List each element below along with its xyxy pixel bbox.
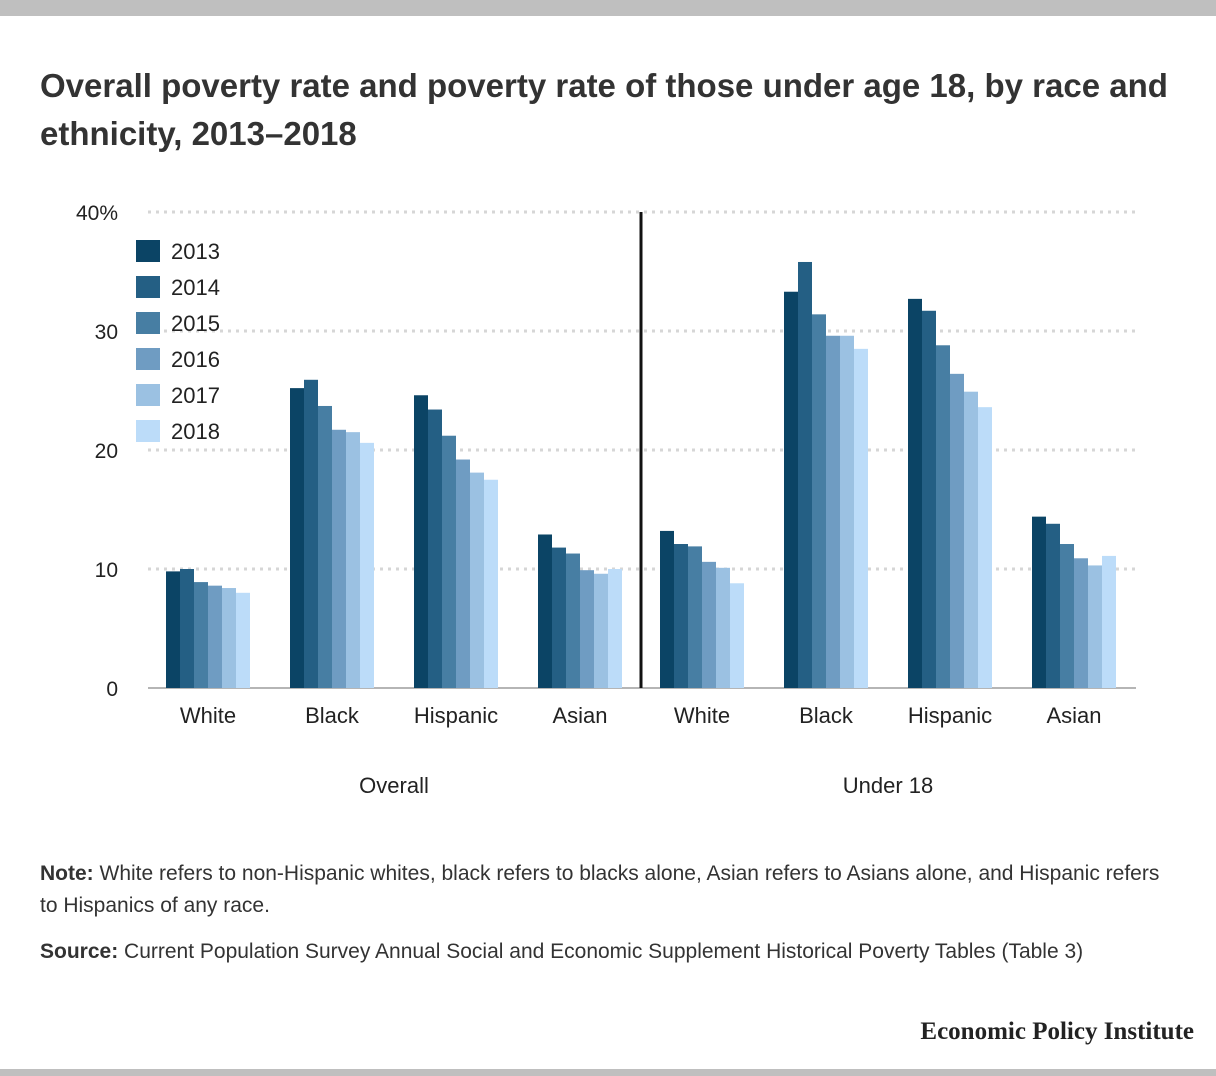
bar-overall-hispanic-2018: [484, 479, 498, 688]
bar-under-18-hispanic-2018: [978, 407, 992, 688]
legend-label-2018: 2018: [171, 419, 220, 444]
bar-under-18-black-2015: [812, 314, 826, 688]
bar-overall-hispanic-2016: [456, 459, 470, 688]
bar-overall-black-2017: [346, 432, 360, 688]
y-tick-label: 40%: [76, 202, 118, 225]
legend-label-2016: 2016: [171, 347, 220, 372]
bar-under-18-asian-2016: [1074, 558, 1088, 688]
source-text: Current Population Survey Annual Social …: [124, 940, 1084, 963]
legend-swatch-2018: [136, 420, 160, 442]
bar-under-18-black-2013: [784, 291, 798, 688]
legend-swatch-2016: [136, 348, 160, 370]
bar-under-18-black-2017: [840, 335, 854, 688]
bar-under-18-hispanic-2014: [922, 310, 936, 688]
bar-under-18-hispanic-2017: [964, 391, 978, 688]
legend-label-2014: 2014: [171, 275, 220, 300]
bar-overall-white-2016: [208, 585, 222, 688]
bar-under-18-white-2016: [702, 561, 716, 688]
x-category-label: Black: [799, 703, 854, 728]
bar-overall-asian-2015: [566, 553, 580, 688]
bar-under-18-white-2014: [674, 544, 688, 688]
bar-overall-asian-2018: [608, 569, 622, 688]
chart-note: Note: White refers to non-Hispanic white…: [40, 858, 1180, 922]
bar-under-18-hispanic-2015: [936, 345, 950, 688]
bar-under-18-black-2014: [798, 261, 812, 688]
y-tick-label: 0: [106, 678, 118, 701]
brand-logo: Economic Policy Institute: [920, 1018, 1194, 1045]
bar-overall-black-2018: [360, 442, 374, 688]
bar-overall-asian-2014: [552, 547, 566, 688]
bottom-border: [0, 1069, 1216, 1076]
y-tick-label: 30: [95, 321, 118, 344]
x-category-label: Asian: [552, 703, 607, 728]
bar-chart: 0 10 20 30 40% White Black Hispanic Asian Overall…: [76, 202, 1136, 798]
bar-under-18-asian-2015: [1060, 544, 1074, 688]
bar-under-18-white-2013: [660, 530, 674, 688]
bar-overall-hispanic-2014: [428, 409, 442, 688]
bar-overall-hispanic-2015: [442, 435, 456, 688]
legend-swatch-2014: [136, 276, 160, 298]
bar-under-18-asian-2013: [1032, 516, 1046, 688]
legend-swatch-2013: [136, 240, 160, 262]
bar-under-18-asian-2017: [1088, 565, 1102, 688]
bar-overall-white-2013: [166, 571, 180, 688]
bar-overall-black-2013: [290, 388, 304, 688]
bar-under-18-white-2015: [688, 546, 702, 688]
bar-overall-asian-2013: [538, 534, 552, 688]
bar-under-18-black-2016: [826, 335, 840, 688]
bar-under-18-asian-2018: [1102, 555, 1116, 688]
note-text: White refers to non-Hispanic whites, bla…: [40, 862, 1160, 917]
bar-overall-black-2014: [304, 379, 318, 688]
note-label: Note:: [40, 862, 94, 885]
y-tick-label: 20: [95, 440, 118, 463]
bar-under-18-asian-2014: [1046, 523, 1060, 688]
bar-under-18-black-2018: [854, 348, 868, 688]
bar-under-18-white-2017: [716, 567, 730, 688]
bar-overall-hispanic-2017: [470, 472, 484, 688]
bar-overall-white-2017: [222, 588, 236, 688]
bar-overall-asian-2017: [594, 573, 608, 688]
legend-swatch-2017: [136, 384, 160, 406]
x-category-label: White: [180, 703, 236, 728]
x-category-label: Asian: [1046, 703, 1101, 728]
bar-overall-asian-2016: [580, 570, 594, 688]
bar-overall-white-2015: [194, 582, 208, 688]
x-group-label: Under 18: [843, 773, 934, 798]
legend-label-2013: 2013: [171, 239, 220, 264]
bar-overall-hispanic-2013: [414, 395, 428, 688]
bar-overall-white-2018: [236, 592, 250, 688]
legend-label-2017: 2017: [171, 383, 220, 408]
legend-swatch-2015: [136, 312, 160, 334]
source-label: Source:: [40, 940, 119, 963]
bar-overall-black-2016: [332, 429, 346, 688]
bar-under-18-white-2018: [730, 583, 744, 688]
x-group-label: Overall: [359, 773, 429, 798]
x-category-label: Hispanic: [414, 703, 498, 728]
x-category-label: Black: [305, 703, 360, 728]
bar-under-18-hispanic-2016: [950, 373, 964, 688]
x-category-label: Hispanic: [908, 703, 992, 728]
bar-under-18-hispanic-2013: [908, 298, 922, 688]
x-category-label: White: [674, 703, 730, 728]
bar-overall-black-2015: [318, 405, 332, 688]
legend-label-2015: 2015: [171, 311, 220, 336]
bar-overall-white-2014: [180, 569, 194, 688]
top-border: [0, 0, 1216, 16]
chart-title: Overall poverty rate and poverty rate of…: [40, 67, 1168, 152]
chart-source: Source: Current Population Survey Annual…: [40, 936, 1180, 968]
y-tick-label: 10: [95, 559, 118, 582]
